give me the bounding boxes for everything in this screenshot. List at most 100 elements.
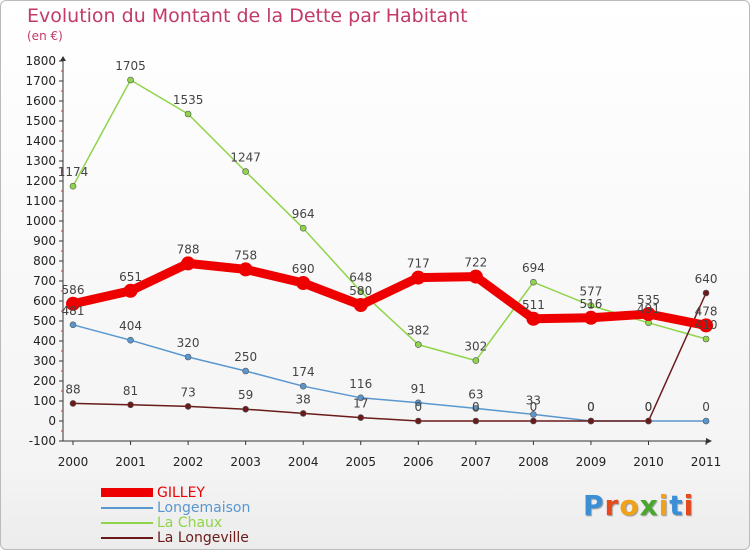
data-point <box>242 168 249 175</box>
legend-item: Longemaison <box>101 500 250 515</box>
chart-title: Evolution du Montant de la Dette par Hab… <box>27 5 468 27</box>
data-point <box>587 302 595 309</box>
data-label: 0 <box>587 400 595 414</box>
data-point <box>526 311 541 326</box>
data-point <box>472 405 480 412</box>
data-label: 586 <box>62 283 85 297</box>
data-label: 320 <box>177 336 200 350</box>
data-point <box>530 411 537 418</box>
x-tick-label: 2002 <box>173 455 204 469</box>
data-label: 788 <box>177 242 200 256</box>
y-tick-label: 1100 <box>25 194 56 208</box>
legend-item: La Longeville <box>101 530 250 545</box>
data-point <box>66 296 80 311</box>
y-tick-label: 600 <box>33 294 56 308</box>
data-point <box>299 224 307 232</box>
logo-letter: t <box>669 489 684 522</box>
data-point <box>357 288 365 295</box>
data-point <box>357 394 365 402</box>
data-point <box>184 403 192 410</box>
data-label: 651 <box>119 270 142 284</box>
data-point <box>411 270 426 285</box>
data-point <box>702 289 710 297</box>
data-label: 1174 <box>58 165 89 179</box>
data-point <box>127 336 134 344</box>
x-tick-label: 2008 <box>518 455 549 469</box>
data-label: 694 <box>522 261 545 275</box>
data-point <box>181 256 196 271</box>
data-point <box>702 335 710 343</box>
legend-label: La Chaux <box>157 514 223 531</box>
data-label: 88 <box>65 382 80 396</box>
data-label: 404 <box>119 319 142 333</box>
x-tick-label: 2006 <box>403 455 434 469</box>
series-line-la-chaux <box>72 79 707 362</box>
x-tick-label: 2005 <box>345 455 376 469</box>
data-point <box>184 353 192 361</box>
legend-swatch <box>101 521 153 524</box>
series-line-la-longeville <box>72 292 707 422</box>
data-label: 722 <box>464 256 487 270</box>
y-tick-label: 300 <box>33 354 56 368</box>
data-label: 63 <box>468 387 483 401</box>
data-label: 964 <box>292 207 315 221</box>
data-label: 648 <box>349 270 372 284</box>
y-tick-label: 400 <box>33 334 56 348</box>
data-label: 410 <box>695 318 718 332</box>
logo-letter: x <box>639 489 659 522</box>
data-point <box>645 417 652 425</box>
x-tick-label: 2011 <box>691 455 722 469</box>
legend-swatch <box>101 536 153 539</box>
y-tick-label: 500 <box>33 314 56 328</box>
data-label: 535 <box>637 293 660 307</box>
data-label: 73 <box>180 385 195 399</box>
data-label: 17 <box>353 397 368 411</box>
data-label: 81 <box>123 384 138 398</box>
y-tick-label: -100 <box>29 434 56 448</box>
legend-label: GILLEY <box>157 484 205 501</box>
series-layer <box>66 76 714 425</box>
x-tick-label: 2010 <box>633 455 664 469</box>
y-tick-label: 0 <box>48 414 56 428</box>
data-label: 382 <box>407 324 430 338</box>
data-label: 511 <box>522 298 545 312</box>
data-label: 33 <box>526 393 541 407</box>
data-label: 116 <box>349 377 372 391</box>
logo-letter: r <box>604 489 620 522</box>
y-tick-label: 1300 <box>25 154 56 168</box>
proxiti-logo: Proxiti <box>583 489 694 522</box>
logo-letter: o <box>619 489 640 522</box>
data-point <box>69 182 77 190</box>
data-point <box>242 405 249 413</box>
data-label: 0 <box>645 400 653 414</box>
chart-subtitle: (en €) <box>27 29 63 43</box>
data-point <box>530 417 537 425</box>
data-label: 580 <box>349 284 372 298</box>
data-point <box>299 410 307 417</box>
data-label: 690 <box>292 262 315 276</box>
logo-letter: i <box>683 489 695 522</box>
y-tick-label: 200 <box>33 374 56 388</box>
data-point <box>127 76 134 84</box>
y-tick-label: 900 <box>33 234 56 248</box>
data-label: 0 <box>702 400 710 414</box>
data-point <box>472 357 480 364</box>
data-point <box>123 283 138 298</box>
data-labels: 586 651 788 758 690 580 717 722 511 516 535 478 481 4… <box>58 59 718 414</box>
data-point <box>530 278 537 286</box>
data-point <box>184 110 192 118</box>
data-label: 491 <box>637 302 660 316</box>
legend-item: La Chaux <box>101 515 250 530</box>
data-point <box>583 310 598 325</box>
data-label: 577 <box>579 285 602 299</box>
y-tick-label: 1600 <box>25 94 56 108</box>
data-label: 250 <box>234 350 257 364</box>
data-point <box>353 298 368 312</box>
data-label: 717 <box>407 257 430 271</box>
x-tick-label: 2003 <box>230 455 261 469</box>
data-point <box>414 417 422 425</box>
x-tick-label: 2009 <box>576 455 607 469</box>
x-tick-label: 2000 <box>58 455 89 469</box>
